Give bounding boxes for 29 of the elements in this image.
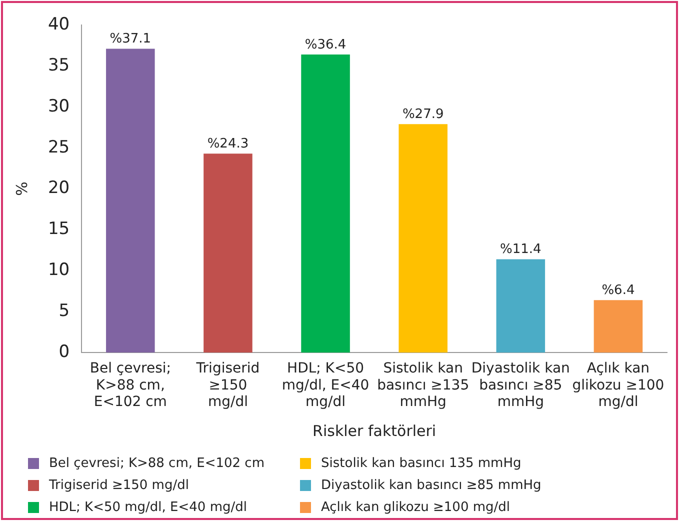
y-tick-label: 20	[48, 178, 70, 198]
legend-label: Bel çevresi; K>88 cm, E<102 cm	[49, 456, 264, 470]
data-label: %11.4	[500, 242, 542, 258]
x-tick-label: Bel çevresi; K>88 cm, E<102 cm	[90, 360, 171, 410]
y-tick-label: 0	[58, 342, 70, 362]
y-tick-label: 10	[48, 260, 70, 280]
x-tick-label: Diyastolik kan basıncı ≥85 mmHg	[471, 360, 570, 410]
data-label: %37.1	[110, 32, 152, 47]
data-label: %36.4	[304, 37, 346, 52]
y-axis-title: %	[12, 182, 31, 196]
legend-label: Diyastolik kan basıncı ≥85 mmHg	[321, 478, 542, 492]
legend-label: Sistolik kan basıncı 135 mmHg	[321, 456, 522, 470]
y-tick-label: 5	[58, 301, 70, 322]
y-tick-label: 35	[48, 55, 70, 76]
y-tick-label: 15	[48, 219, 70, 240]
legend-label: Trigiserid ≥150 mg/dl	[49, 478, 189, 492]
data-label: %24.3	[207, 136, 249, 152]
x-tick-label: Trigiserid ≥150 mg/dl	[195, 360, 260, 410]
x-axis-title: Riskler faktörleri	[312, 422, 436, 440]
y-tick-label: 30	[48, 96, 70, 116]
x-tick-label: Sistolik kan basıncı ≥135 mmHg	[377, 360, 470, 410]
x-tick-label: Açlık kan glikozu ≥100 mg/dl	[572, 360, 664, 410]
legend-label: HDL; K<50 mg/dl, E<40 mg/dl	[49, 500, 247, 514]
y-tick-label: 25	[48, 137, 70, 158]
data-label: %27.9	[402, 106, 444, 122]
legend-label: Açlık kan glikozu ≥100 mg/dl	[321, 500, 510, 514]
data-label: %6.4	[602, 283, 635, 298]
x-tick-label: HDL; K<50 mg/dl, E<40 mg/dl	[282, 360, 370, 410]
y-tick-label: 40	[48, 14, 70, 34]
